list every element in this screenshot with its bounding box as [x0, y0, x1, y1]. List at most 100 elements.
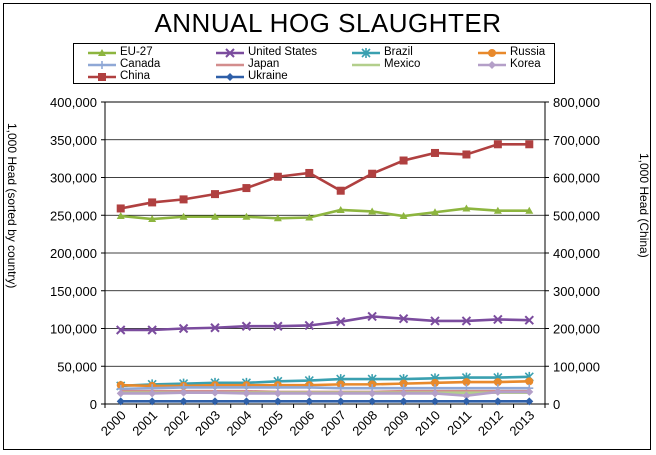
y-tick-label-left: 50,000 [57, 359, 97, 374]
legend-marker [488, 61, 496, 69]
data-point [399, 389, 408, 398]
legend-label: Mexico [384, 58, 421, 70]
data-point [148, 397, 157, 406]
legend-label: Ukraine [248, 70, 288, 82]
x-tick-label: 2013 [506, 408, 537, 439]
data-point [305, 397, 314, 406]
legend-marker-shape [361, 48, 371, 58]
x-tick-label: 2002 [161, 408, 192, 439]
legend-swatch [216, 48, 244, 58]
data-point [178, 323, 189, 334]
y-tick-label-left: 350,000 [50, 133, 97, 148]
y-tick-label-right: 400,000 [553, 246, 600, 261]
data-point [525, 387, 534, 396]
x-tick-label: 2012 [475, 408, 506, 439]
legend-label: United States [248, 46, 318, 58]
data-point [116, 212, 125, 220]
y-tick-label-right: 100,000 [553, 359, 600, 374]
data-point [398, 313, 409, 324]
data-point [368, 397, 377, 406]
x-tick-label: 2006 [286, 408, 317, 439]
legend-marker-shape [226, 73, 234, 81]
y-tick-label-right: 0 [553, 397, 560, 412]
data-point [462, 204, 471, 212]
data-point [242, 184, 251, 193]
data-point [493, 206, 502, 214]
data-point [336, 205, 345, 213]
legend-swatch [478, 49, 506, 57]
legend-marker-shape [98, 49, 106, 56]
legend-marker [488, 49, 496, 57]
data-point [336, 397, 345, 406]
data-point [431, 389, 439, 398]
data-point [399, 397, 408, 406]
legend-marker-shape [488, 49, 496, 57]
x-tick-label: 2011 [444, 408, 474, 438]
data-point [211, 190, 219, 199]
legend-label: EU-27 [120, 46, 153, 58]
legend-marker [361, 48, 371, 58]
data-point [305, 213, 314, 221]
data-point [116, 397, 125, 406]
data-point [242, 389, 251, 398]
data-point [367, 311, 377, 322]
series-line [120, 390, 530, 398]
data-point [462, 378, 471, 387]
x-tick-label: 2010 [412, 408, 443, 439]
data-point [273, 321, 283, 331]
data-point [116, 325, 126, 335]
x-tick-label: 2000 [98, 408, 129, 439]
y-tick-label-left: 300,000 [50, 171, 97, 186]
data-point [304, 320, 314, 331]
y-tick-label-right: 300,000 [553, 284, 600, 299]
legend-marker-shape [98, 61, 106, 69]
data-point [493, 140, 502, 149]
series-line [120, 375, 530, 388]
legend-label: Korea [510, 58, 541, 70]
data-point [211, 397, 219, 406]
data-point [368, 207, 377, 215]
y-tick-label-right: 200,000 [553, 322, 600, 337]
legend-swatch [88, 61, 116, 69]
data-point [399, 156, 408, 165]
series-korea [116, 387, 534, 400]
x-tick-label: 2003 [192, 408, 223, 439]
data-point [179, 195, 188, 204]
legend-label: Canada [120, 58, 161, 70]
data-point [525, 206, 534, 214]
x-tick-label: 2004 [223, 408, 254, 439]
data-point [462, 397, 471, 406]
data-point [462, 391, 471, 400]
series-ukraine [116, 397, 534, 406]
x-tick-label: 2001 [129, 408, 160, 439]
legend-swatch [478, 61, 506, 69]
legend-label: Japan [248, 58, 280, 70]
x-tick-label: 2008 [349, 408, 380, 439]
data-point [493, 387, 502, 396]
data-point [211, 212, 219, 220]
data-point [431, 148, 439, 157]
y-tick-label-left: 400,000 [50, 95, 97, 110]
y-tick-label-left: 200,000 [50, 246, 97, 261]
data-point [525, 140, 534, 149]
legend-label: Russia [510, 46, 546, 58]
legend-swatch [216, 63, 244, 67]
data-point [493, 378, 502, 387]
data-point [242, 212, 251, 220]
data-point [430, 316, 440, 326]
data-point [431, 378, 439, 387]
data-point [368, 169, 377, 178]
data-point [211, 388, 219, 397]
legend-items: EU-27 United States Brazil Russia Canada Japa… [74, 44, 554, 83]
legend-marker [226, 73, 234, 81]
legend-label: China [120, 70, 151, 82]
y-tick-label-right: 800,000 [553, 95, 600, 110]
legend-marker [98, 61, 106, 69]
y-tick-label-left: 250,000 [50, 208, 97, 223]
data-point [273, 389, 282, 398]
series-line [120, 142, 530, 210]
y-tick-label-left: 0 [90, 397, 97, 412]
data-point [273, 214, 282, 222]
legend-marker-shape [488, 61, 496, 69]
legend-marker [98, 49, 106, 56]
